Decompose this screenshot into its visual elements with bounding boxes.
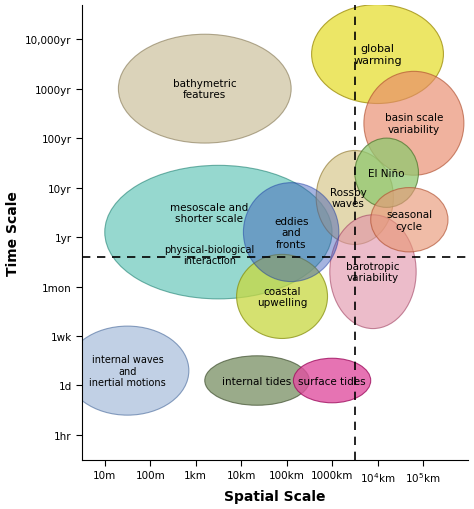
Text: El Niño: El Niño [368,168,405,178]
Y-axis label: Time Scale: Time Scale [6,190,19,275]
Text: mesoscale and
shorter scale: mesoscale and shorter scale [170,202,248,223]
Ellipse shape [330,215,416,329]
Ellipse shape [105,166,332,299]
Ellipse shape [355,139,419,208]
Text: global
warming: global warming [353,44,402,66]
Text: barotropic
variability: barotropic variability [346,262,400,283]
Ellipse shape [237,255,328,339]
Text: surface tides: surface tides [298,376,366,386]
Text: eddies
and
fronts: eddies and fronts [274,216,309,249]
Ellipse shape [311,6,444,104]
Text: physical-biological
interaction: physical-biological interaction [164,244,255,266]
Text: seasonal
cycle: seasonal cycle [386,210,432,231]
Ellipse shape [316,151,393,245]
Text: Rossby
waves: Rossby waves [329,187,366,209]
Ellipse shape [66,326,189,415]
Ellipse shape [118,35,291,144]
X-axis label: Spatial Scale: Spatial Scale [225,490,326,503]
Text: basin scale
variability: basin scale variability [385,114,443,135]
Text: coastal
upwelling: coastal upwelling [257,286,307,307]
Ellipse shape [244,183,339,282]
Ellipse shape [293,358,371,403]
Ellipse shape [205,356,310,406]
Text: internal waves
and
inertial motions: internal waves and inertial motions [89,354,166,387]
Ellipse shape [371,188,448,252]
Text: internal tides: internal tides [222,376,292,386]
Text: bathymetric
features: bathymetric features [173,79,237,100]
Ellipse shape [364,72,464,176]
